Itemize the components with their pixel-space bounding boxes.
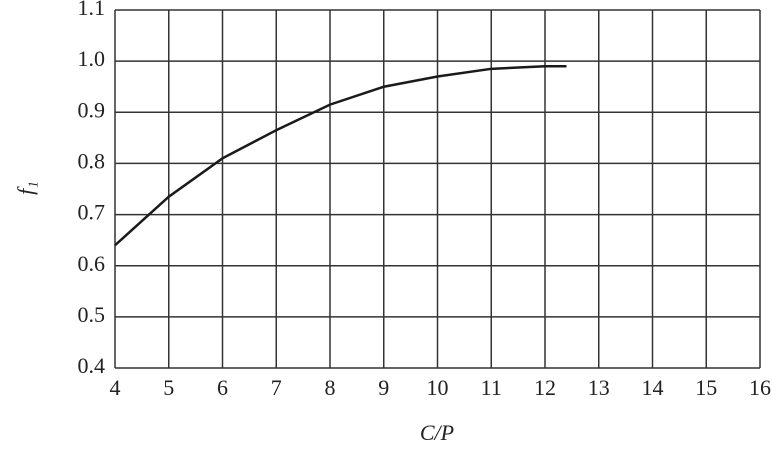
x-tick-label: 15: [695, 375, 717, 400]
y-tick-label: 0.9: [78, 97, 106, 122]
x-tick-label: 4: [110, 375, 121, 400]
x-tick-label: 11: [481, 375, 502, 400]
x-tick-label: 6: [217, 375, 228, 400]
x-tick-label: 7: [271, 375, 282, 400]
x-axis-label: C/P: [420, 420, 454, 445]
x-tick-label: 5: [163, 375, 174, 400]
x-tick-label: 8: [325, 375, 336, 400]
y-tick-label: 0.5: [78, 302, 106, 327]
x-tick-label: 9: [378, 375, 389, 400]
line-series: [114, 65, 567, 247]
x-tick-label: 13: [588, 375, 610, 400]
x-tick-label: 12: [534, 375, 556, 400]
x-tick-label: 10: [427, 375, 449, 400]
y-tick-label: 1.0: [78, 46, 106, 71]
x-tick-label: 14: [642, 375, 664, 400]
y-tick-label: 0.7: [78, 200, 106, 225]
y-tick-label: 0.8: [78, 148, 106, 173]
y-axis-label: f₁: [13, 181, 38, 195]
x-tick-label: 16: [749, 375, 771, 400]
y-tick-label: 0.6: [78, 251, 106, 276]
y-tick-label: 1.1: [78, 0, 106, 20]
y-tick-label: 0.4: [78, 353, 106, 378]
